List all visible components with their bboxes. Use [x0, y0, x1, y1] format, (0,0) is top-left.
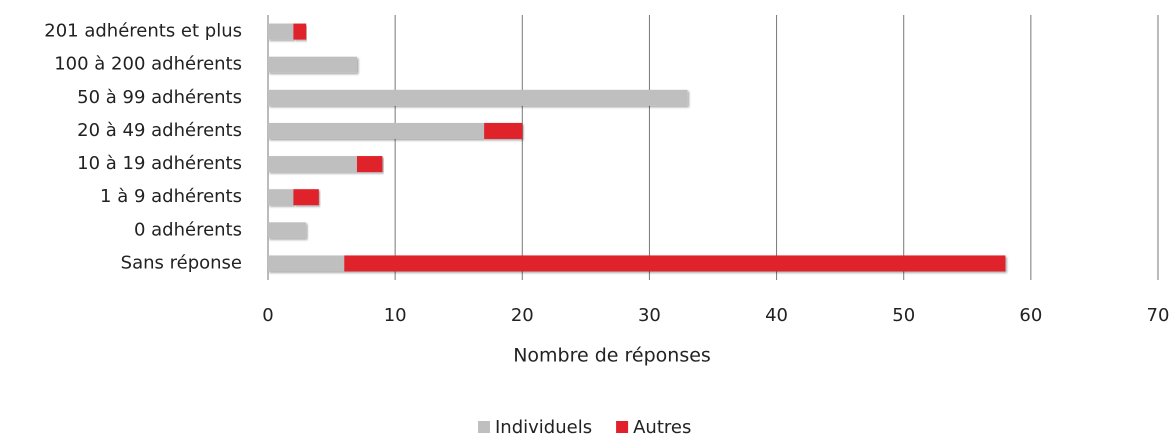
bar-segment	[484, 122, 523, 139]
bar-segment	[268, 222, 307, 239]
y-tick-label: 10 à 19 adhérents	[77, 153, 242, 174]
bar-segment	[268, 56, 357, 73]
bar-segment	[268, 122, 485, 139]
bar-segment	[268, 189, 294, 206]
y-tick-label: 201 adhérents et plus	[44, 21, 242, 42]
x-tick-label: 50	[892, 305, 915, 326]
x-tick-label: 40	[765, 305, 788, 326]
y-tick-label: 0 adhérents	[134, 219, 242, 240]
y-tick-label: 50 à 99 adhérents	[77, 87, 242, 108]
bar-segment	[293, 189, 319, 206]
legend-swatch	[616, 421, 629, 433]
x-tick-label: 60	[1019, 305, 1042, 326]
bar-segment	[268, 156, 357, 173]
x-tick-label: 0	[262, 305, 273, 326]
x-tick-label: 30	[638, 305, 661, 326]
x-tick-label: 10	[384, 305, 407, 326]
y-tick-label: 20 à 49 adhérents	[77, 120, 242, 141]
x-tick-label: 70	[1147, 305, 1170, 326]
bar-segment	[268, 89, 688, 106]
x-axis-title: Nombre de réponses	[513, 345, 711, 367]
legend-label: Individuels	[495, 417, 592, 437]
legend-label: Autres	[633, 417, 691, 437]
y-tick-label: 100 à 200 adhérents	[54, 54, 242, 75]
bar-segment	[344, 255, 1006, 272]
bar-segment	[293, 23, 307, 40]
y-tick-label: Sans réponse	[121, 252, 242, 273]
bar-segment	[268, 255, 345, 272]
bar-segment	[268, 23, 294, 40]
bar-segment	[357, 156, 383, 173]
y-tick-label: 1 à 9 adhérents	[100, 186, 242, 207]
legend-swatch	[478, 421, 490, 433]
x-tick-label: 20	[511, 305, 534, 326]
